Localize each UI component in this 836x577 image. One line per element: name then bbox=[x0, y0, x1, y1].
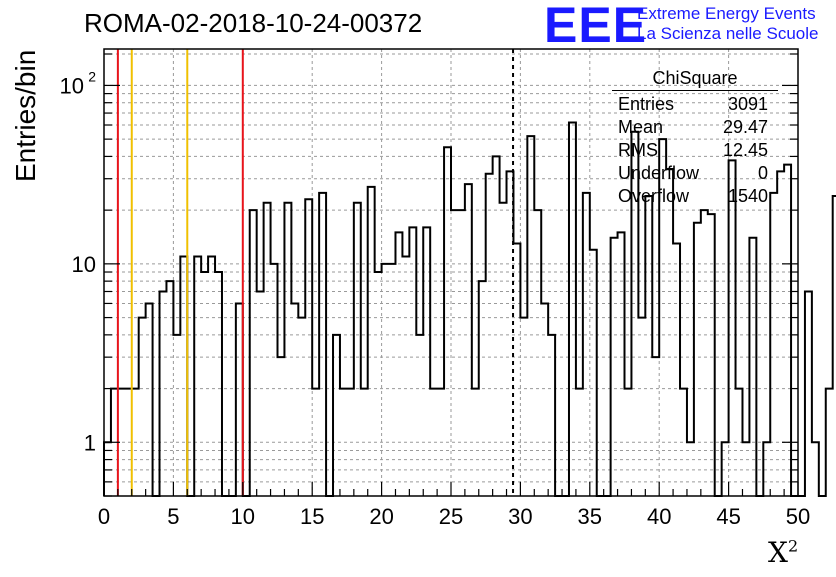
stats-row-entries: Entries 3091 bbox=[618, 94, 768, 116]
logo-line2: La Scienza nelle Scuole bbox=[637, 24, 819, 43]
y-tick-label-exponent: 2 bbox=[88, 68, 96, 84]
stat-value: 29.47 bbox=[722, 117, 768, 137]
y-tick-label: 10 bbox=[60, 73, 84, 98]
y-tick-label: 10 bbox=[72, 252, 96, 277]
stat-value: 0 bbox=[757, 163, 768, 183]
stat-key: Overflow bbox=[618, 186, 690, 206]
stat-key: Underflow bbox=[618, 163, 700, 183]
y-axis-label: Entries/bin bbox=[10, 49, 41, 182]
histogram-steps bbox=[103, 121, 836, 497]
stat-key: Entries bbox=[618, 94, 675, 114]
stats-title: ChiSquare bbox=[652, 68, 738, 88]
x-tick-label: 35 bbox=[578, 504, 602, 529]
logo-mark: EEE bbox=[544, 0, 648, 53]
x-axis-label: X2 bbox=[768, 536, 798, 569]
x-tick-label: 15 bbox=[300, 504, 324, 529]
x-axis-label-base: X bbox=[768, 536, 788, 569]
logo-line1: Extreme Energy Events bbox=[637, 4, 816, 23]
x-axis-label-sup: 2 bbox=[787, 536, 799, 556]
stats-row-overflow: Overflow 1540 bbox=[618, 186, 768, 208]
x-tick-label: 20 bbox=[369, 504, 393, 529]
stats-divider bbox=[612, 90, 778, 91]
stat-key: RMS bbox=[618, 140, 658, 160]
eee-logo: EEE Extreme Energy Events La Scienza nel… bbox=[540, 0, 836, 53]
x-tick-label: 25 bbox=[439, 504, 463, 529]
stat-value: 3091 bbox=[727, 94, 768, 114]
x-tick-label: 5 bbox=[167, 504, 179, 529]
stat-value: 1540 bbox=[727, 186, 768, 206]
x-tick-label: 10 bbox=[231, 504, 255, 529]
y-tick-label: 1 bbox=[84, 430, 96, 455]
x-tick-label: 45 bbox=[716, 504, 740, 529]
stat-value: 12.45 bbox=[722, 140, 768, 160]
x-tick-label: 30 bbox=[508, 504, 532, 529]
x-tick-label: 50 bbox=[786, 504, 810, 529]
stats-box: ChiSquare Entries 3091 Mean 29.47 RMS 12… bbox=[612, 62, 778, 212]
x-tick-label: 40 bbox=[647, 504, 671, 529]
x-tick-label: 0 bbox=[98, 504, 110, 529]
stats-row-underflow: Underflow 0 bbox=[618, 163, 768, 185]
stats-row-rms: RMS 12.45 bbox=[618, 140, 768, 162]
stats-row-mean: Mean 29.47 bbox=[618, 117, 768, 139]
stat-key: Mean bbox=[618, 117, 664, 137]
chart-title: ROMA-02-2018-10-24-00372 bbox=[84, 8, 423, 38]
